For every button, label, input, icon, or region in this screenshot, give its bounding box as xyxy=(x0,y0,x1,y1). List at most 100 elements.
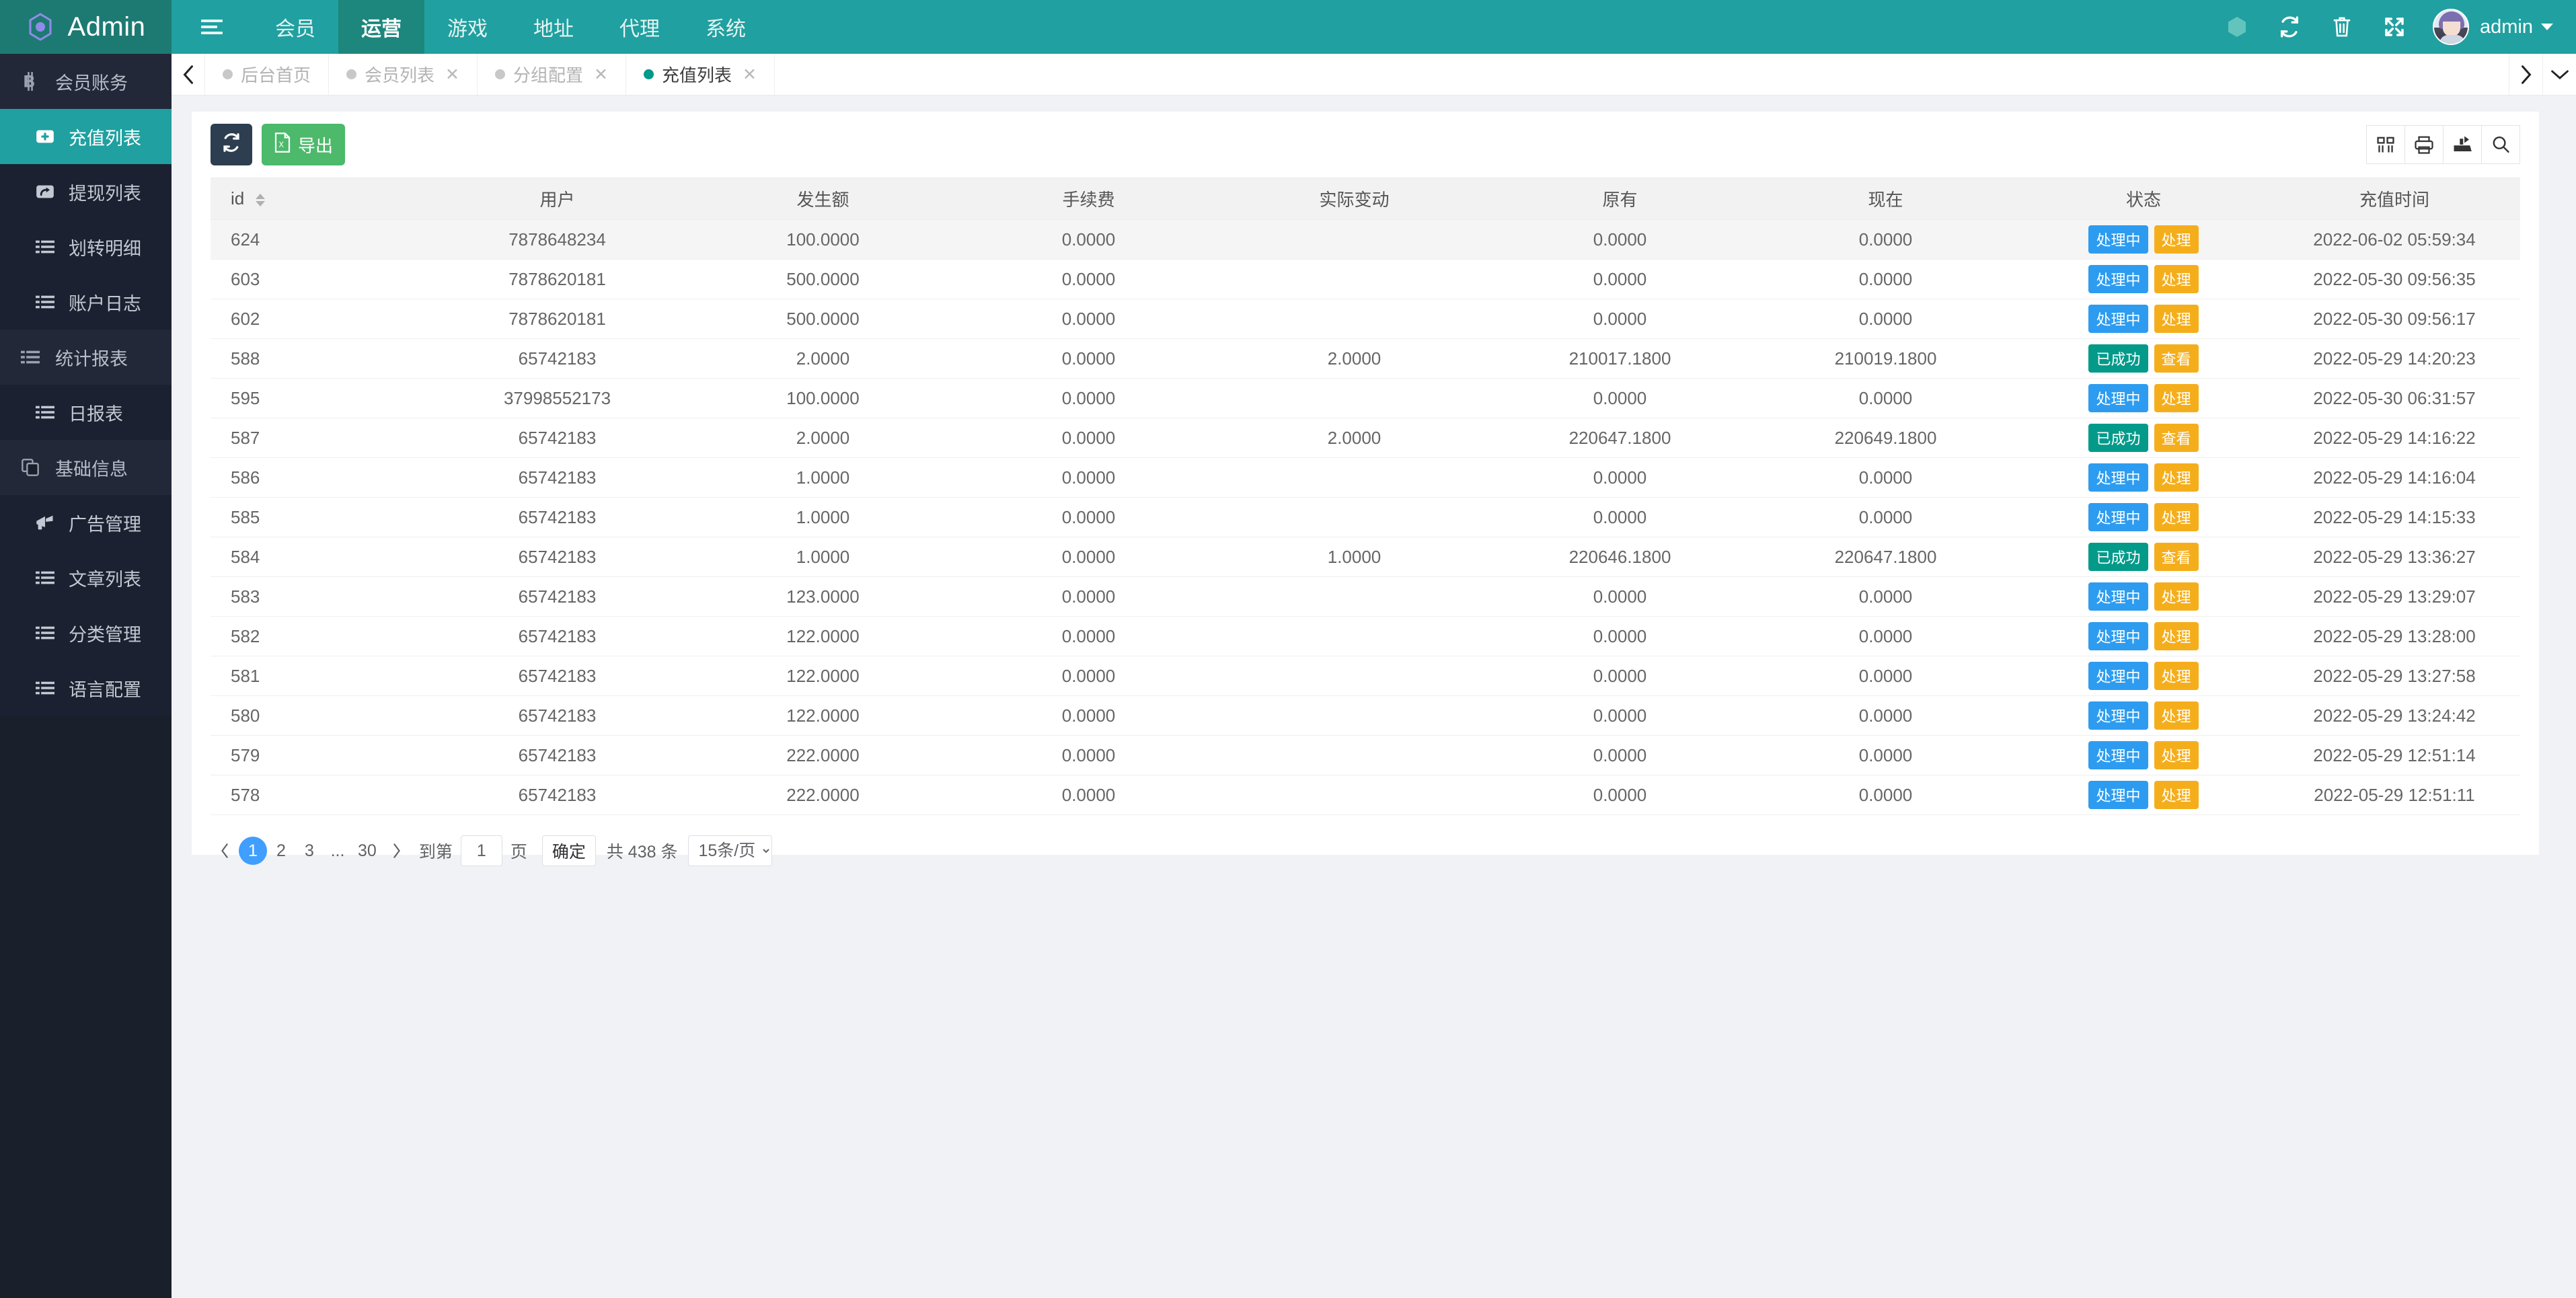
print-icon[interactable] xyxy=(2404,125,2444,164)
pagination-page-2[interactable]: 2 xyxy=(276,841,286,860)
table-row[interactable]: 581 65742183 122.0000 0.0000 0.0000 0.0000 处理中… xyxy=(211,656,2520,696)
sidebar-item-account-log[interactable]: 账户日志 xyxy=(0,274,172,330)
status-badge[interactable]: 处理中 xyxy=(2088,305,2148,333)
sidebar-group-statistics[interactable]: 统计报表 xyxy=(0,330,172,385)
pagination-page-last[interactable]: 30 xyxy=(358,841,377,860)
topnav-item-3[interactable]: 地址 xyxy=(533,18,574,40)
table-row[interactable]: 584 65742183 1.0000 0.0000 1.0000 220646.1800… xyxy=(211,537,2520,577)
table-row[interactable]: 602 7878620181 500.0000 0.0000 0.0000 0.0000 处… xyxy=(211,299,2520,339)
table-row[interactable]: 587 65742183 2.0000 0.0000 2.0000 220647.1800… xyxy=(211,418,2520,458)
table-row[interactable]: 579 65742183 222.0000 0.0000 0.0000 0.0000 处理中… xyxy=(211,735,2520,775)
row-action-button[interactable]: 处理 xyxy=(2154,781,2199,809)
status-badge[interactable]: 已成功 xyxy=(2088,344,2148,373)
row-action-button[interactable]: 处理 xyxy=(2154,662,2199,690)
table-row[interactable]: 583 65742183 123.0000 0.0000 0.0000 0.0000 处理中… xyxy=(211,576,2520,617)
hexagon-icon[interactable] xyxy=(2211,0,2263,54)
user-avatar[interactable] xyxy=(2433,9,2469,45)
table-row[interactable]: 578 65742183 222.0000 0.0000 0.0000 0.0000 处理中… xyxy=(211,775,2520,815)
status-badge[interactable]: 处理中 xyxy=(2088,463,2148,492)
sidebar-item-daily-report[interactable]: 日报表 xyxy=(0,385,172,440)
tab-recharge-list[interactable]: 充值列表 ✕ xyxy=(626,54,775,95)
page-jump-confirm-button[interactable]: 确定 xyxy=(541,835,596,866)
status-badge[interactable]: 已成功 xyxy=(2088,424,2148,452)
sidebar-group-basic-info[interactable]: 基础信息 xyxy=(0,440,172,495)
table-row[interactable]: 603 7878620181 500.0000 0.0000 0.0000 0.0000 处… xyxy=(211,259,2520,299)
pagination-page-3[interactable]: 3 xyxy=(305,841,314,860)
table-row[interactable]: 585 65742183 1.0000 0.0000 0.0000 0.0000 处理中 处理… xyxy=(211,497,2520,537)
table-row[interactable]: 582 65742183 122.0000 0.0000 0.0000 0.0000 处理中… xyxy=(211,616,2520,656)
topnav-item-1[interactable]: 运营 xyxy=(338,0,424,54)
trash-icon[interactable] xyxy=(2316,0,2368,54)
row-action-button[interactable]: 查看 xyxy=(2154,543,2199,571)
close-icon[interactable]: ✕ xyxy=(594,65,608,84)
status-badge[interactable]: 处理中 xyxy=(2088,225,2148,254)
sidebar-item-ad-management[interactable]: 广告管理 xyxy=(0,495,172,550)
sidebar-item-article-list[interactable]: 文章列表 xyxy=(0,550,172,605)
row-action-button[interactable]: 处理 xyxy=(2154,701,2199,730)
brand[interactable]: Admin xyxy=(0,0,172,54)
row-action-button[interactable]: 处理 xyxy=(2154,384,2199,412)
row-action-button[interactable]: 查看 xyxy=(2154,344,2199,373)
pagination-prev-button[interactable] xyxy=(211,837,239,865)
row-action-button[interactable]: 处理 xyxy=(2154,741,2199,769)
menu-collapse-button[interactable] xyxy=(172,0,252,54)
tab-member-list[interactable]: 会员列表 ✕ xyxy=(329,54,478,95)
table-row[interactable]: 595 37998552173 100.0000 0.0000 0.0000 0.0000… xyxy=(211,378,2520,418)
tabs-scroll-right-button[interactable] xyxy=(2509,54,2542,95)
table-row[interactable]: 624 7878648234 100.0000 0.0000 0.0000 0.0000 处… xyxy=(211,219,2520,260)
pagination-page-1[interactable]: 1 xyxy=(239,837,267,865)
status-badge[interactable]: 处理中 xyxy=(2088,582,2148,611)
sidebar-group-member-finance[interactable]: B 会员账务 xyxy=(0,54,172,109)
close-icon[interactable]: ✕ xyxy=(445,65,459,84)
sidebar-item-transfer-detail[interactable]: 划转明细 xyxy=(0,219,172,274)
column-header-id[interactable]: id xyxy=(211,178,424,220)
topnav-item-2[interactable]: 游戏 xyxy=(447,18,488,40)
fullscreen-icon[interactable] xyxy=(2368,0,2421,54)
topnav-item-5[interactable]: 系统 xyxy=(706,18,746,40)
columns-icon[interactable] xyxy=(2366,125,2405,164)
user-name[interactable]: admin xyxy=(2480,15,2533,38)
row-action-button[interactable]: 处理 xyxy=(2154,463,2199,492)
sidebar-item-withdraw-list[interactable]: 提现列表 xyxy=(0,164,172,219)
tabs-dropdown-button[interactable] xyxy=(2542,54,2576,95)
status-badge[interactable]: 处理中 xyxy=(2088,781,2148,809)
status-badge[interactable]: 已成功 xyxy=(2088,543,2148,571)
pagination-next-button[interactable] xyxy=(383,837,411,865)
search-icon[interactable] xyxy=(2481,125,2520,164)
page-jump-input[interactable] xyxy=(460,835,502,866)
topnav-item-4[interactable]: 代理 xyxy=(619,18,660,40)
pagination-ellipsis[interactable]: ... xyxy=(330,841,345,860)
topnav-item-0[interactable]: 会员 xyxy=(275,18,315,40)
status-badge[interactable]: 处理中 xyxy=(2088,503,2148,531)
sidebar-item-recharge-list[interactable]: 充值列表 xyxy=(0,109,172,164)
row-action-button[interactable]: 处理 xyxy=(2154,582,2199,611)
row-action-button[interactable]: 处理 xyxy=(2154,305,2199,333)
row-action-button[interactable]: 处理 xyxy=(2154,503,2199,531)
tabs-scroll-left-button[interactable] xyxy=(172,54,205,95)
close-icon[interactable]: ✕ xyxy=(742,65,757,84)
chevron-down-icon[interactable] xyxy=(2541,24,2553,30)
row-action-button[interactable]: 查看 xyxy=(2154,424,2199,452)
sidebar-item-category-management[interactable]: 分类管理 xyxy=(0,605,172,660)
table-row[interactable]: 586 65742183 1.0000 0.0000 0.0000 0.0000 处理中 处理… xyxy=(211,457,2520,498)
tab-group-config[interactable]: 分组配置 ✕ xyxy=(478,54,626,95)
export-button[interactable]: X 导出 xyxy=(262,124,346,165)
sort-icon[interactable] xyxy=(256,193,266,206)
refresh-icon[interactable] xyxy=(2263,0,2316,54)
table-row[interactable]: 580 65742183 122.0000 0.0000 0.0000 0.0000 处理中… xyxy=(211,695,2520,736)
status-badge[interactable]: 处理中 xyxy=(2088,662,2148,690)
row-action-button[interactable]: 处理 xyxy=(2154,265,2199,293)
row-action-button[interactable]: 处理 xyxy=(2154,225,2199,254)
status-badge[interactable]: 处理中 xyxy=(2088,741,2148,769)
status-badge[interactable]: 处理中 xyxy=(2088,265,2148,293)
status-badge[interactable]: 处理中 xyxy=(2088,384,2148,412)
row-action-button[interactable]: 处理 xyxy=(2154,622,2199,650)
page-size-select[interactable]: 15条/页 xyxy=(688,835,773,866)
sidebar-item-language-config[interactable]: 语言配置 xyxy=(0,660,172,716)
export-upload-icon[interactable] xyxy=(2443,125,2482,164)
refresh-button[interactable] xyxy=(211,124,252,165)
tab-home[interactable]: 后台首页 xyxy=(205,54,330,95)
status-badge[interactable]: 处理中 xyxy=(2088,622,2148,650)
table-row[interactable]: 588 65742183 2.0000 0.0000 2.0000 210017.1800… xyxy=(211,338,2520,379)
status-badge[interactable]: 处理中 xyxy=(2088,701,2148,730)
